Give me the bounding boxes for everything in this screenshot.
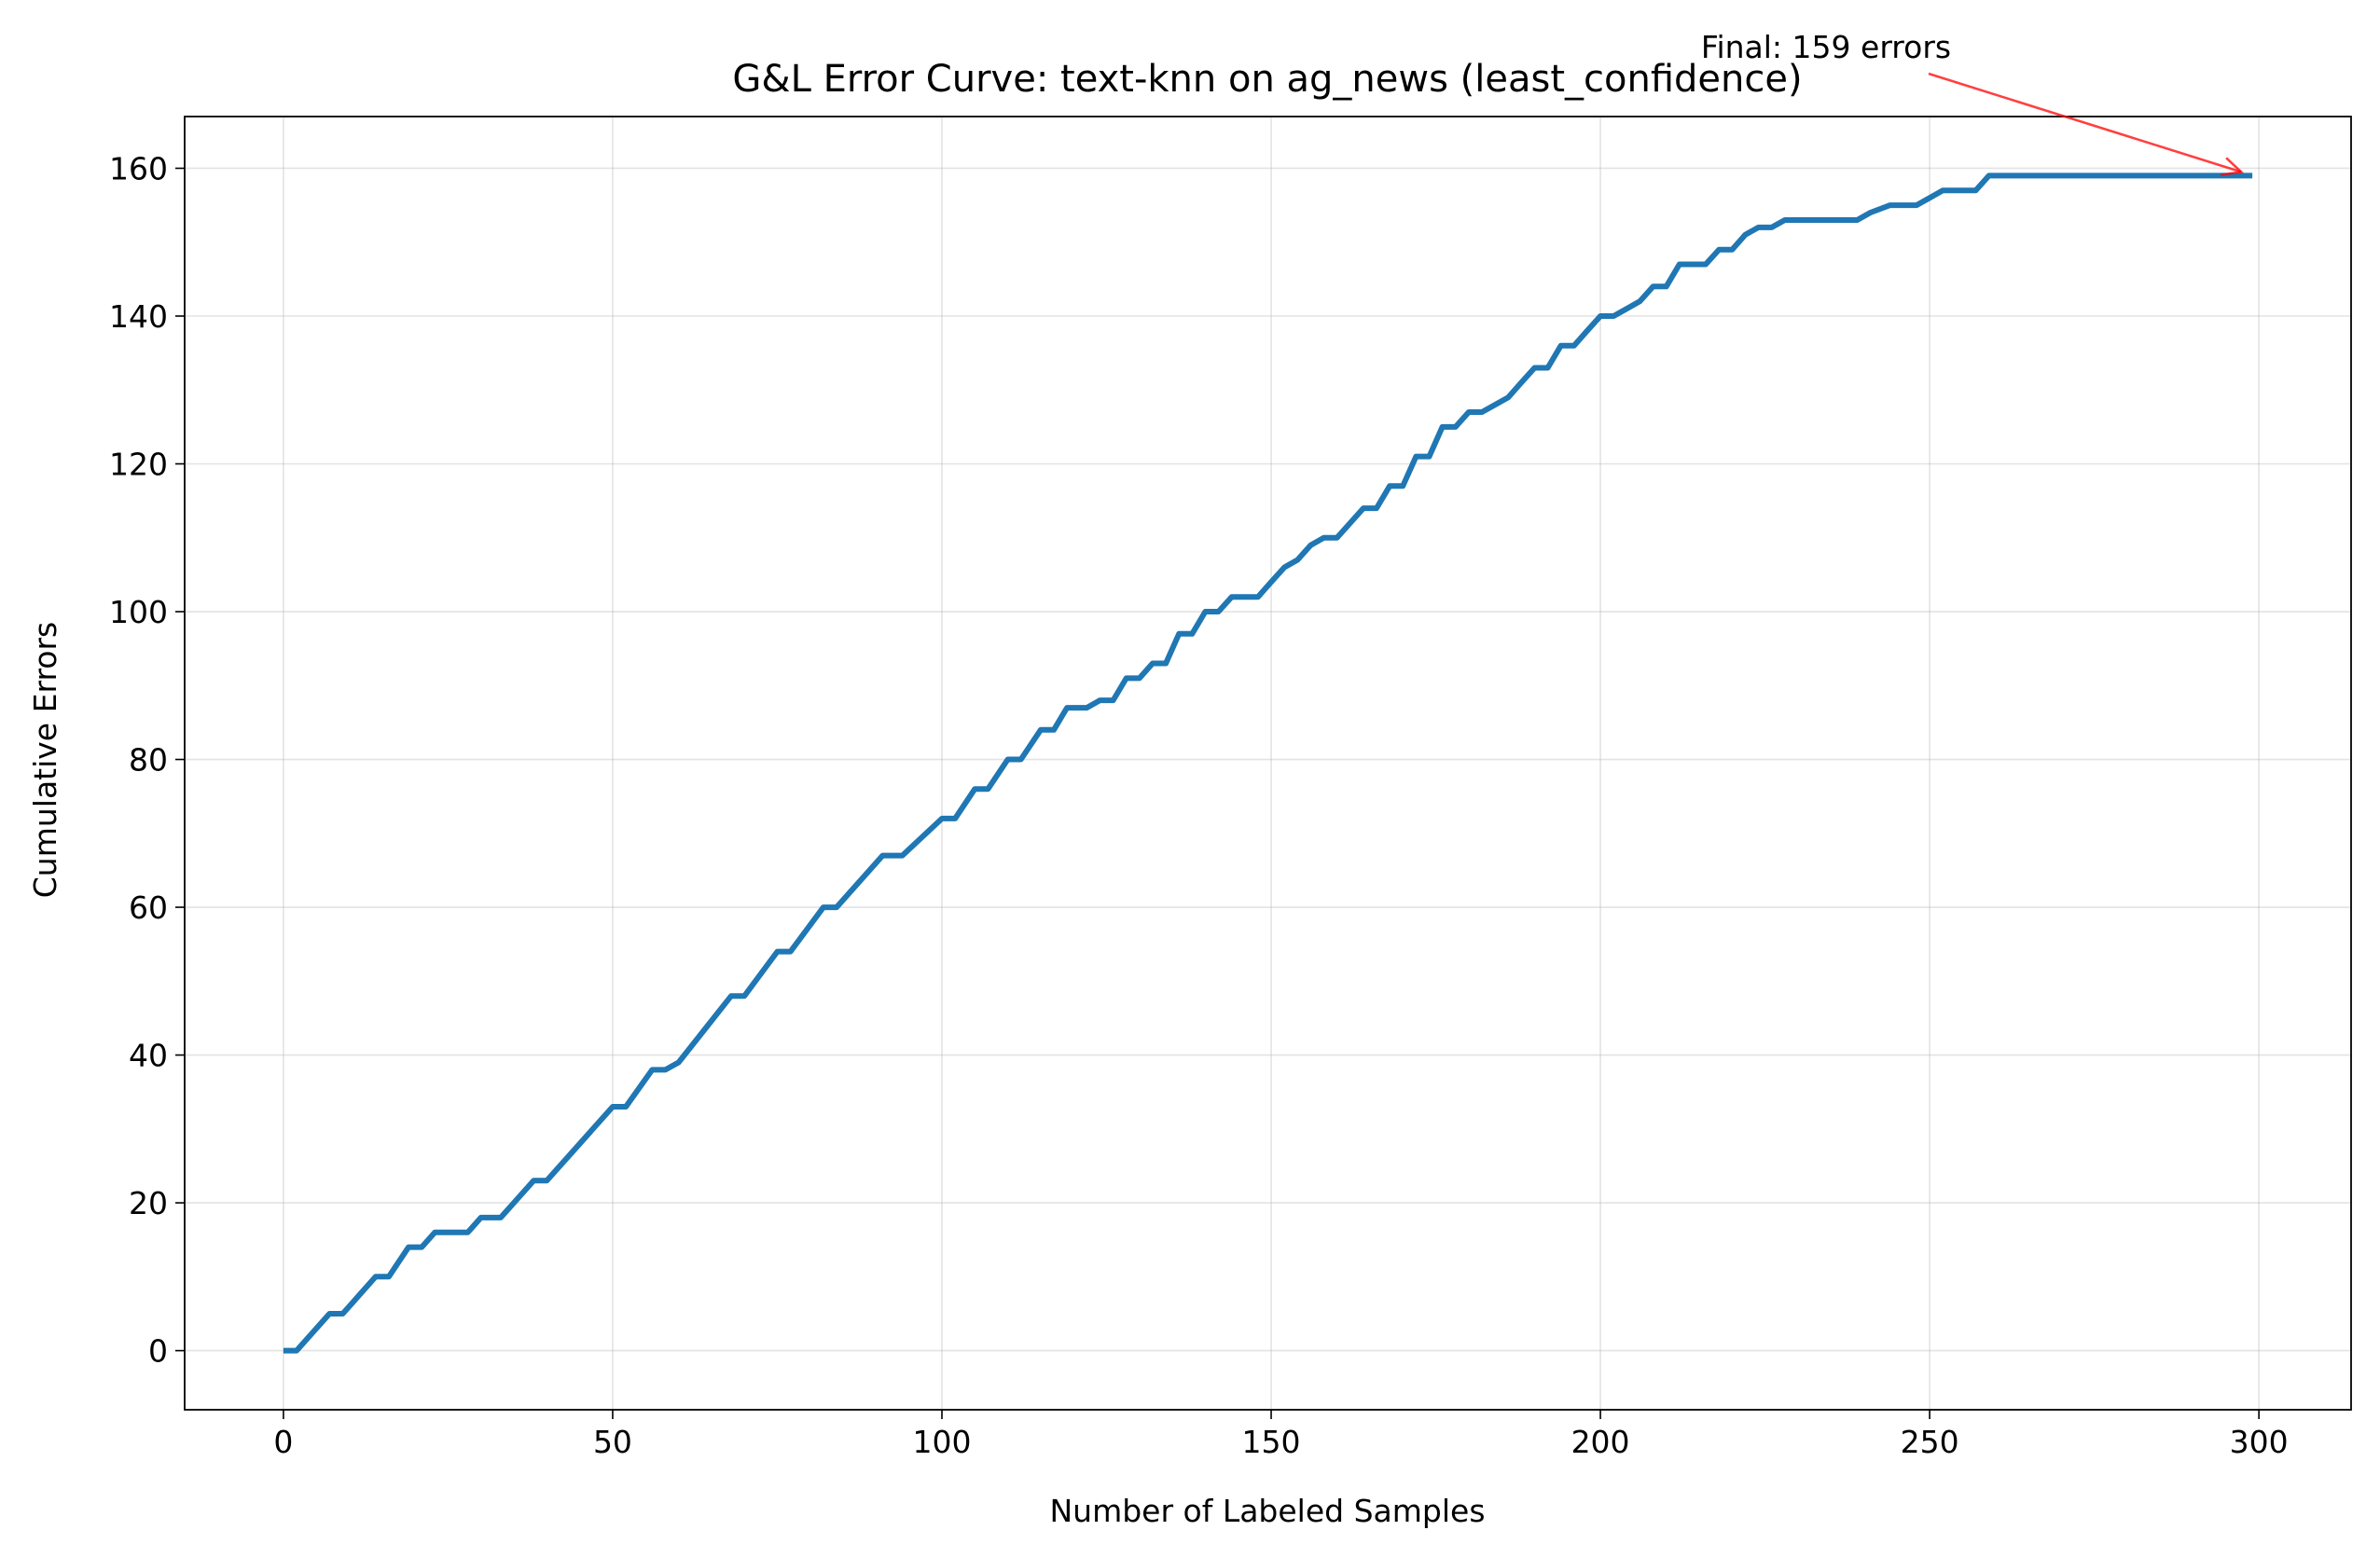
y-tick-label: 40 [129,1038,168,1074]
y-tick-label: 140 [109,298,168,335]
x-tick-label: 100 [912,1424,971,1460]
series-line-0 [283,172,2253,1354]
plot-frame [184,116,2352,1411]
y-tick-label: 60 [129,889,168,926]
x-axis-label: Number of Labeled Samples [1049,1493,1485,1529]
x-tick-label: 50 [593,1424,632,1460]
grid [185,117,2351,1410]
chart-title: G&L Error Curve: text-knn on ag_news (le… [732,58,1802,101]
y-tick-label: 80 [129,742,168,779]
x-tick-label: 150 [1242,1424,1301,1460]
annotation-layer: Final: 159 errors [1701,29,2244,176]
x-tick-label: 200 [1571,1424,1630,1460]
y-tick-label: 20 [129,1185,168,1221]
y-tick-label: 100 [109,594,168,630]
annotation-text: Final: 159 errors [1701,29,1951,65]
x-tick-label: 0 [273,1424,293,1460]
y-tick-label: 120 [109,447,168,483]
axes-frame [184,116,2352,1411]
x-tick-label: 250 [1901,1424,1959,1460]
y-tick-label: 0 [148,1333,168,1370]
x-tick-label: 300 [2230,1424,2289,1460]
ticks: 0 50 100 150 200 250 300 0 20 40 60 80 100 120 140 160 [109,150,2289,1460]
y-tick-label: 160 [109,150,168,186]
annotation-arrow [1928,72,2242,173]
annotation-arrowhead [2221,157,2244,176]
y-axis-label: Cumulative Errors [27,622,63,898]
series-layer [283,172,2253,1354]
